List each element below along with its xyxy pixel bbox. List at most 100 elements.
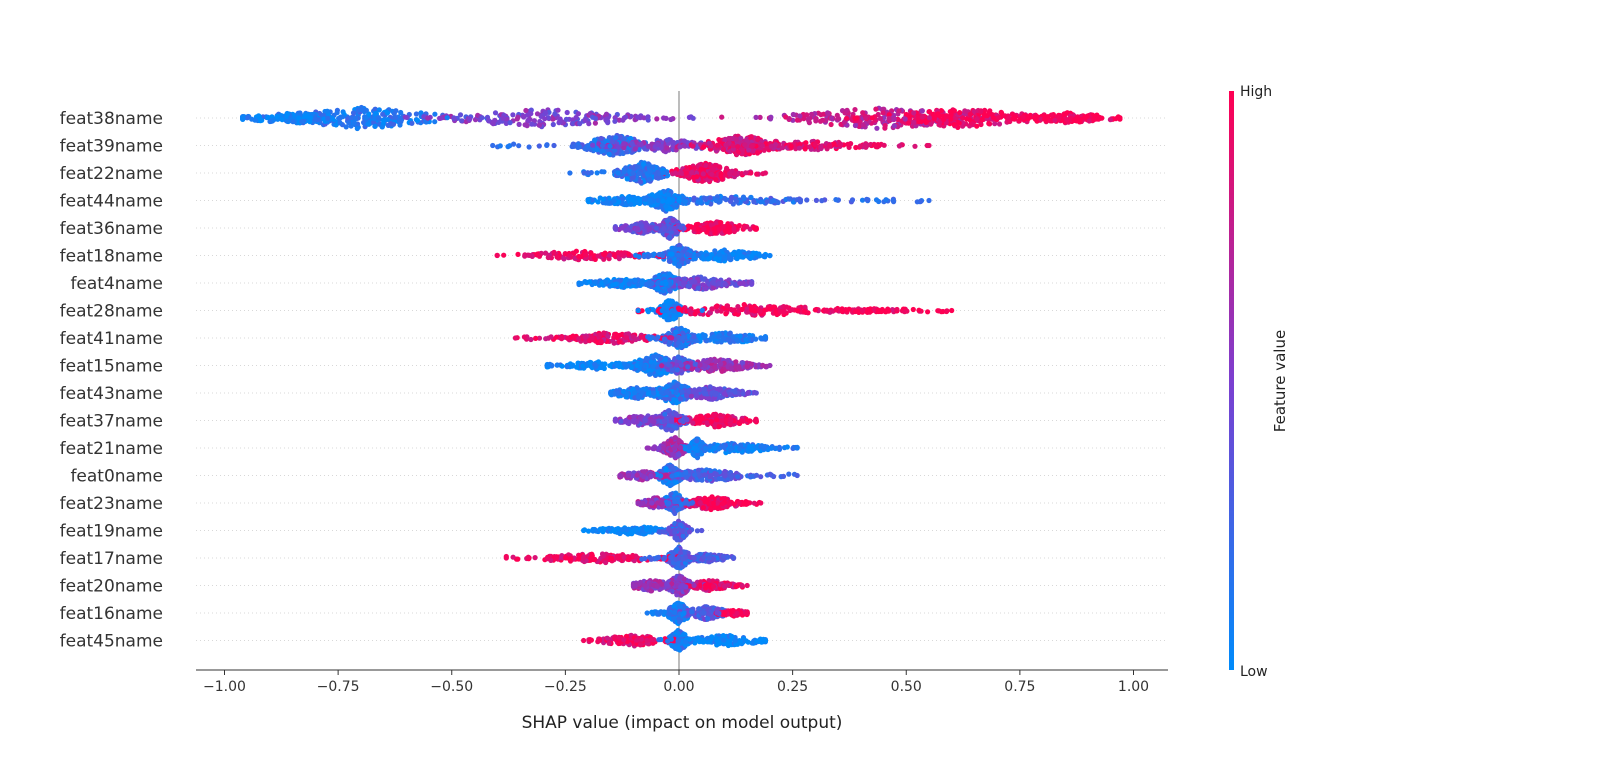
shap-point: [608, 144, 613, 149]
shap-point: [767, 253, 772, 258]
shap-point: [894, 307, 899, 312]
shap-point: [592, 138, 597, 143]
shap-point: [771, 198, 776, 203]
shap-point: [663, 116, 668, 121]
shap-point: [992, 121, 997, 126]
shap-point: [804, 197, 809, 202]
shap-point: [668, 117, 673, 122]
shap-point: [528, 337, 533, 342]
shap-point: [565, 110, 570, 115]
shap-point: [353, 115, 358, 120]
shap-point: [672, 226, 677, 231]
shap-point: [926, 143, 931, 148]
shap-point: [493, 110, 498, 115]
shap-point: [571, 144, 576, 149]
shap-point: [974, 117, 979, 122]
shap-point: [663, 281, 668, 286]
shap-point: [896, 108, 901, 113]
shap-point: [730, 334, 735, 339]
shap-point: [897, 143, 902, 148]
shap-point: [964, 116, 969, 121]
shap-point: [576, 280, 581, 285]
shap-point: [701, 334, 706, 339]
shap-point: [490, 143, 495, 148]
shap-point: [252, 118, 257, 123]
shap-point: [517, 122, 522, 127]
feature-row-points: [495, 243, 773, 269]
shap-point: [669, 252, 674, 257]
shap-point: [285, 119, 290, 124]
shap-point: [944, 114, 949, 119]
shap-point: [809, 112, 814, 117]
shap-point: [918, 199, 923, 204]
data-points: [240, 105, 1122, 653]
shap-point: [797, 146, 802, 151]
shap-point: [600, 143, 605, 148]
shap-point: [654, 116, 659, 121]
shap-point: [639, 335, 644, 340]
shap-point: [414, 111, 419, 116]
shap-point: [756, 251, 761, 256]
shap-point: [818, 144, 823, 149]
shap-point: [628, 202, 633, 207]
shap-point: [681, 281, 686, 286]
shap-point: [613, 282, 618, 287]
shap-point: [672, 261, 677, 266]
shap-point: [349, 115, 354, 120]
shap-point: [689, 170, 694, 175]
shap-point: [523, 108, 528, 113]
shap-point: [903, 116, 908, 121]
shap-point: [677, 263, 682, 268]
shap-point: [616, 170, 621, 175]
shap-point: [754, 225, 759, 230]
shap-point: [829, 122, 834, 127]
shap-point: [597, 333, 602, 338]
shap-point: [657, 252, 662, 257]
shap-point: [543, 111, 548, 116]
shap-point: [364, 108, 369, 113]
shap-point: [719, 171, 724, 176]
shap-point: [740, 307, 745, 312]
shap-point: [355, 126, 360, 131]
shap-point: [630, 170, 635, 175]
shap-point: [654, 193, 659, 198]
shap-point: [501, 253, 506, 258]
shap-point: [685, 252, 690, 257]
shap-point: [647, 169, 652, 174]
shap-point: [694, 174, 699, 179]
shap-point: [735, 144, 740, 149]
shap-point: [403, 115, 408, 120]
shap-point: [508, 120, 513, 125]
shap-point: [325, 109, 330, 114]
shap-point: [619, 225, 624, 230]
shap-point: [791, 112, 796, 117]
shap-point: [748, 195, 753, 200]
feature-row-points: [545, 352, 773, 378]
shap-point: [665, 218, 670, 223]
shap-point: [588, 251, 593, 256]
shap-point: [716, 334, 721, 339]
shap-point: [716, 281, 721, 286]
shap-point: [647, 198, 652, 203]
shap-point: [666, 198, 671, 203]
shap-point: [372, 124, 377, 129]
shap-point: [637, 171, 642, 176]
shap-point: [676, 198, 681, 203]
shap-point: [795, 118, 800, 123]
shap-point: [564, 117, 569, 122]
shap-point: [723, 311, 728, 316]
shap-point: [594, 147, 599, 152]
shap-point: [912, 144, 917, 149]
shap-point: [669, 335, 674, 340]
shap-point: [559, 336, 564, 341]
shap-point: [537, 254, 542, 259]
shap-point: [819, 198, 824, 203]
shap-point: [677, 144, 682, 149]
shap-point: [377, 107, 382, 112]
shap-point: [807, 144, 812, 149]
shap-point: [1108, 117, 1113, 122]
shap-point: [663, 313, 668, 318]
shap-point: [612, 341, 617, 346]
shap-point: [724, 166, 729, 171]
